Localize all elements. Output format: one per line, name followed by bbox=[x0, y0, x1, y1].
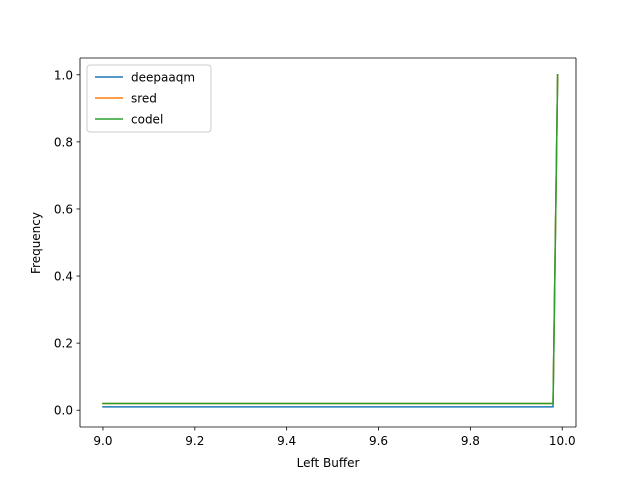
y-tick-label: 0.4 bbox=[54, 270, 73, 284]
x-tick-label: 9.6 bbox=[369, 434, 388, 448]
axis-ticks: 9.0 9.2 9.4 9.6 9.8 10.0 0.0 0.2 0.4 0.6 0.8 1.0 bbox=[54, 68, 576, 448]
y-tick-label: 0.0 bbox=[54, 404, 73, 418]
x-tick-label: 9.4 bbox=[277, 434, 296, 448]
y-tick-label: 0.2 bbox=[54, 337, 73, 351]
y-tick-label: 1.0 bbox=[54, 68, 73, 82]
y-tick-label: 0.6 bbox=[54, 202, 73, 216]
x-tick-label: 9.0 bbox=[93, 434, 112, 448]
x-tick-label: 9.2 bbox=[185, 434, 204, 448]
legend-label-codel: codel bbox=[131, 113, 163, 127]
legend-box bbox=[86, 64, 212, 133]
series-line-codel bbox=[102, 74, 559, 405]
legend-label-deepaaqm: deepaaqm bbox=[131, 71, 195, 85]
y-tick-label: 0.8 bbox=[54, 135, 73, 149]
x-tick-label: 10.0 bbox=[549, 434, 576, 448]
series-layer bbox=[102, 74, 559, 408]
x-tick-label: 9.8 bbox=[461, 434, 480, 448]
x-axis-label: Left Buffer bbox=[297, 456, 360, 470]
legend-label-sred: sred bbox=[131, 92, 157, 106]
legend: deepaaqm sred codel bbox=[86, 64, 212, 133]
axes-frame bbox=[79, 57, 577, 428]
y-axis-label: Frequency bbox=[29, 212, 43, 274]
